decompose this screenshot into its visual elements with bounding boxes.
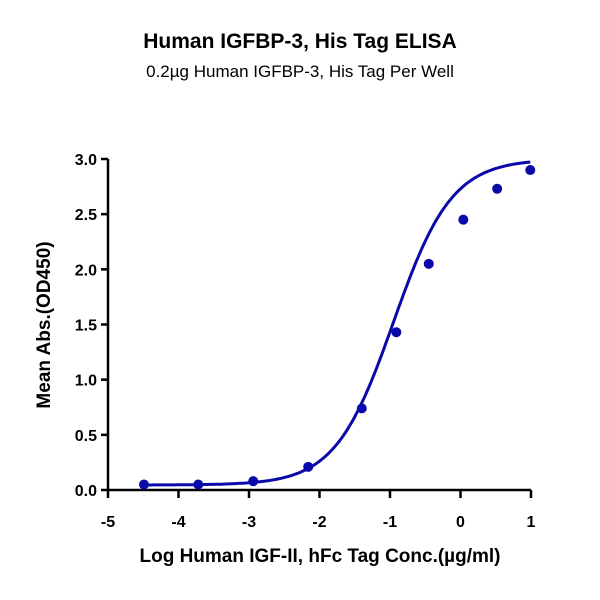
data-points	[138, 165, 536, 490]
data-point	[458, 214, 469, 225]
data-point	[356, 403, 367, 414]
data-point	[193, 479, 204, 490]
data-point	[303, 461, 314, 472]
x-tick-label: -2	[312, 514, 326, 531]
x-axis-label: Log Human IGF-II, hFc Tag Conc.(µg/ml)	[139, 546, 500, 567]
data-point	[248, 476, 259, 487]
data-point	[423, 258, 434, 269]
y-tick-label: 3.0	[75, 152, 97, 169]
y-tick-label: 2.5	[75, 207, 97, 224]
x-tick-label: -1	[383, 514, 397, 531]
data-point	[492, 183, 503, 194]
y-tick-label: 1.0	[75, 373, 97, 390]
axes: 0.0 0.5 1.0 1.5 2.0 2.5 3.0 -5 -4 -3 -2 -1 0 1	[75, 152, 536, 531]
x-tick-label: 0	[456, 514, 465, 531]
y-tick-label: 0.0	[75, 483, 97, 500]
x-tick-label: -3	[242, 514, 256, 531]
y-tick-label: 2.0	[75, 262, 97, 279]
chart-title: Human IGFBP-3, His Tag ELISA	[143, 30, 457, 53]
fit-curve	[144, 160, 531, 487]
data-point	[391, 327, 402, 338]
y-axis-label: Mean Abs.(OD450)	[34, 241, 55, 408]
x-tick-label: -4	[171, 514, 185, 531]
x-tick-label: -5	[101, 514, 115, 531]
y-tick-label: 1.5	[75, 318, 97, 335]
data-point	[525, 165, 536, 176]
y-tick-label: 0.5	[75, 428, 97, 445]
x-tick-label: 1	[527, 514, 536, 531]
chart-subtitle: 0.2µg Human IGFBP-3, His Tag Per Well	[146, 62, 454, 81]
data-point	[138, 479, 149, 490]
